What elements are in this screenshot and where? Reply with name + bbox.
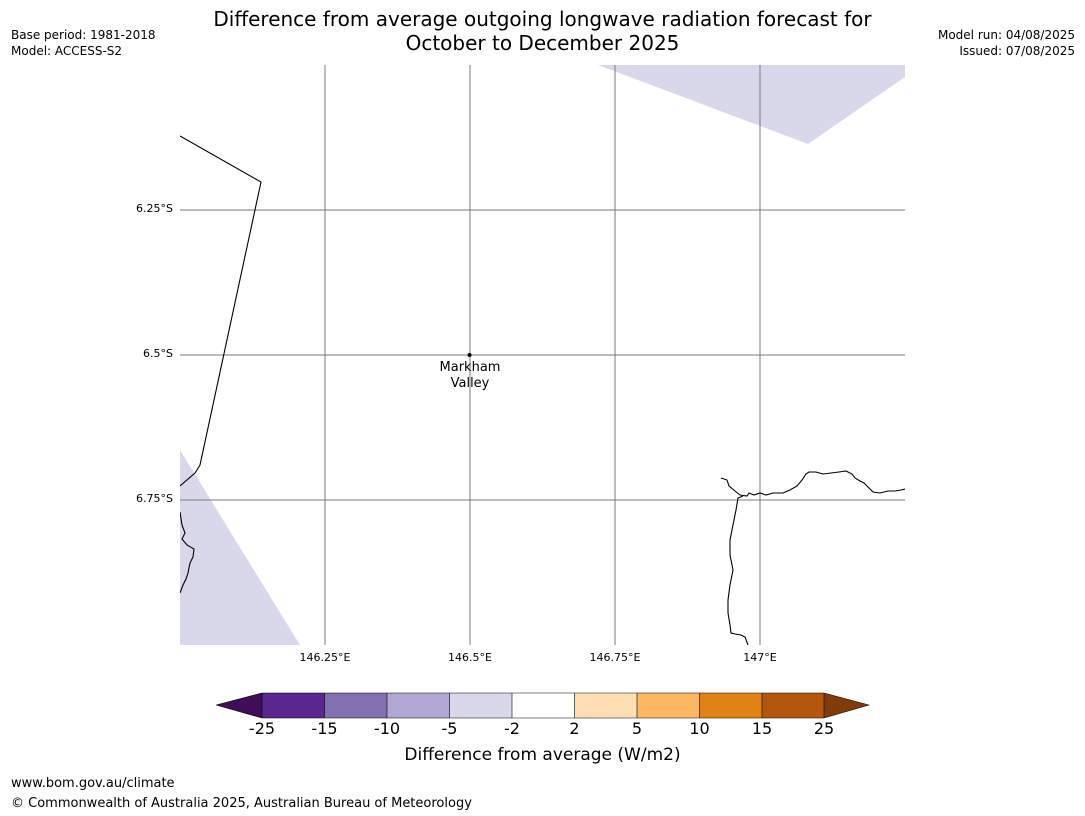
gridlines	[180, 65, 905, 645]
lon-label-146-5: 146.5°E	[448, 651, 492, 664]
map-canvas	[180, 65, 905, 645]
place-marker-markham-valley: Markham Valley	[439, 353, 501, 392]
run-info: Model run: 04/08/2025 Issued: 07/08/2025	[938, 27, 1075, 59]
boundary-line-west	[180, 135, 262, 487]
shaded-region-top	[598, 65, 905, 144]
place-name-line-2: Valley	[450, 376, 490, 391]
lat-label-6-5: 6.5°S	[143, 347, 173, 360]
shaded-region-bottom	[180, 450, 300, 645]
lon-label-146-75: 146.75°E	[589, 651, 641, 664]
coastline-river-inlet	[727, 495, 749, 645]
colorbar-extend-low	[216, 693, 262, 718]
place-name-line-1: Markham	[439, 360, 501, 375]
colorbar-tick: 15	[751, 719, 773, 738]
map-panel	[180, 65, 905, 645]
colorbar-tick: -10	[373, 719, 401, 738]
coastline-southwest	[180, 511, 195, 594]
model-run-text: Model run: 04/08/2025	[937, 28, 1075, 42]
coastlines	[180, 135, 905, 645]
colorbar-tick: 25	[813, 719, 835, 738]
colorbar-bin-8	[699, 693, 762, 718]
colorbar-bin-4	[449, 693, 512, 718]
colorbar-bin-2	[324, 693, 387, 718]
footer-url: www.bom.gov.au/climate	[11, 776, 175, 791]
chart-title: Difference from average outgoing longwav…	[0, 7, 1085, 55]
colorbar-bin-3	[387, 693, 450, 718]
colorbar-tick: 2	[569, 719, 580, 738]
colorbar-bin-6	[574, 693, 637, 718]
colorbar-tick: -25	[248, 719, 276, 738]
place-dot	[468, 353, 472, 357]
colorbar-extend-high	[824, 693, 869, 718]
colorbar-dividers	[216, 692, 870, 719]
lon-label-147: 147°E	[743, 651, 777, 664]
coastline-southeast	[720, 470, 905, 497]
footer-copyright: © Commonwealth of Australia 2025, Austra…	[11, 796, 472, 811]
colorbar-bin-7	[637, 693, 700, 718]
title-line-2: October to December 2025	[405, 31, 680, 55]
colorbar-bin-1	[262, 693, 325, 718]
lon-label-146-25: 146.25°E	[299, 651, 351, 664]
colorbar-tick: -2	[504, 719, 520, 738]
colorbar-bin-9	[762, 693, 824, 718]
colorbar-tick: -5	[441, 719, 458, 738]
title-line-1: Difference from average outgoing longwav…	[213, 7, 872, 31]
lat-label-6-25: 6.25°S	[136, 202, 173, 215]
colorbar-tick: 5	[631, 719, 643, 738]
colorbar-bin-5	[512, 693, 575, 718]
base-period-text: Base period: 1981-2018	[11, 28, 156, 42]
colorbar	[216, 692, 870, 719]
colorbar-tick: -15	[311, 719, 338, 738]
lat-label-6-75: 6.75°S	[136, 492, 173, 505]
colorbar-tick: 10	[689, 719, 710, 738]
issued-text: Issued: 07/08/2025	[959, 44, 1075, 58]
colorbar-label: Difference from average (W/m2)	[404, 745, 681, 765]
base-info: Base period: 1981-2018 Model: ACCESS-S2	[11, 27, 156, 59]
model-text: Model: ACCESS-S2	[11, 44, 123, 58]
